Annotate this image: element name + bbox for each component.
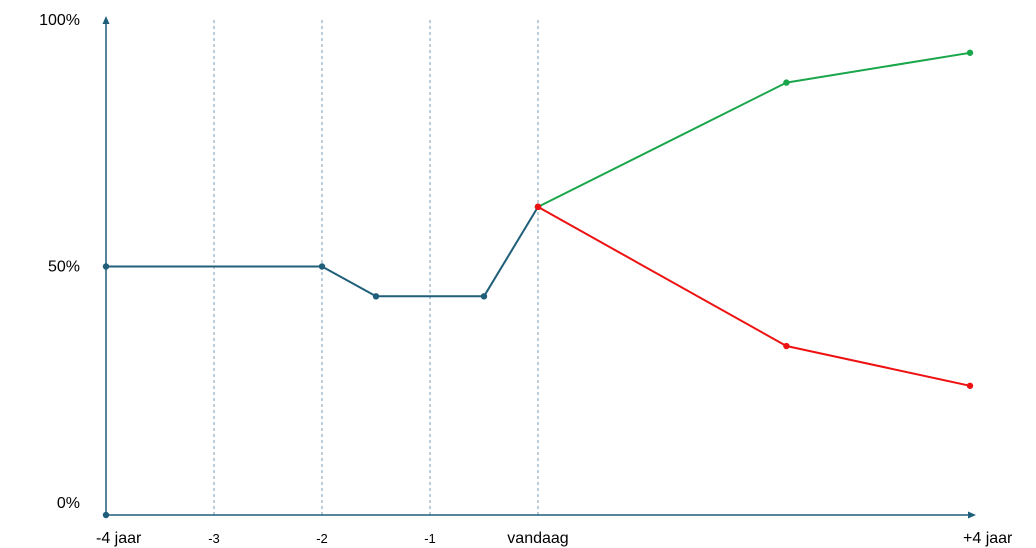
series-0-point-3: [480, 293, 488, 300]
y-axis-origin-dot: [102, 511, 110, 519]
series-0-point-1: [318, 263, 326, 270]
y-tick-label-2: 100%: [39, 12, 80, 29]
series-0-point-2: [372, 293, 380, 300]
series-line-1: [537, 51, 971, 208]
series-1-point-2: [966, 49, 974, 56]
x-tick-label-3: -1: [424, 531, 436, 546]
series-2-point-2: [966, 382, 974, 389]
x-tick-label-0: -4 jaar: [96, 530, 142, 547]
y-tick-label-1: 50%: [48, 259, 80, 276]
tick-labels: -4 jaar -3 -2 -1 vandaag +4 jaar 0% 50% 100%: [39, 12, 1013, 547]
series-0-point-0: [102, 263, 110, 270]
x-tick-label-4: vandaag: [507, 530, 568, 547]
x-tick-label-2: -2: [316, 531, 328, 546]
x-axis-arrowhead: [968, 511, 976, 519]
x-tick-label-5: +4 jaar: [963, 530, 1013, 547]
x-tick-label-1: -3: [208, 531, 220, 546]
series: [102, 49, 974, 519]
y-axis-arrowhead: [102, 16, 110, 24]
series-line-2: [537, 206, 971, 387]
series-2-point-1: [783, 342, 790, 350]
shared-origin-point: [534, 203, 542, 211]
series-1-point-1: [783, 79, 790, 86]
y-tick-label-0: 0%: [57, 495, 80, 512]
